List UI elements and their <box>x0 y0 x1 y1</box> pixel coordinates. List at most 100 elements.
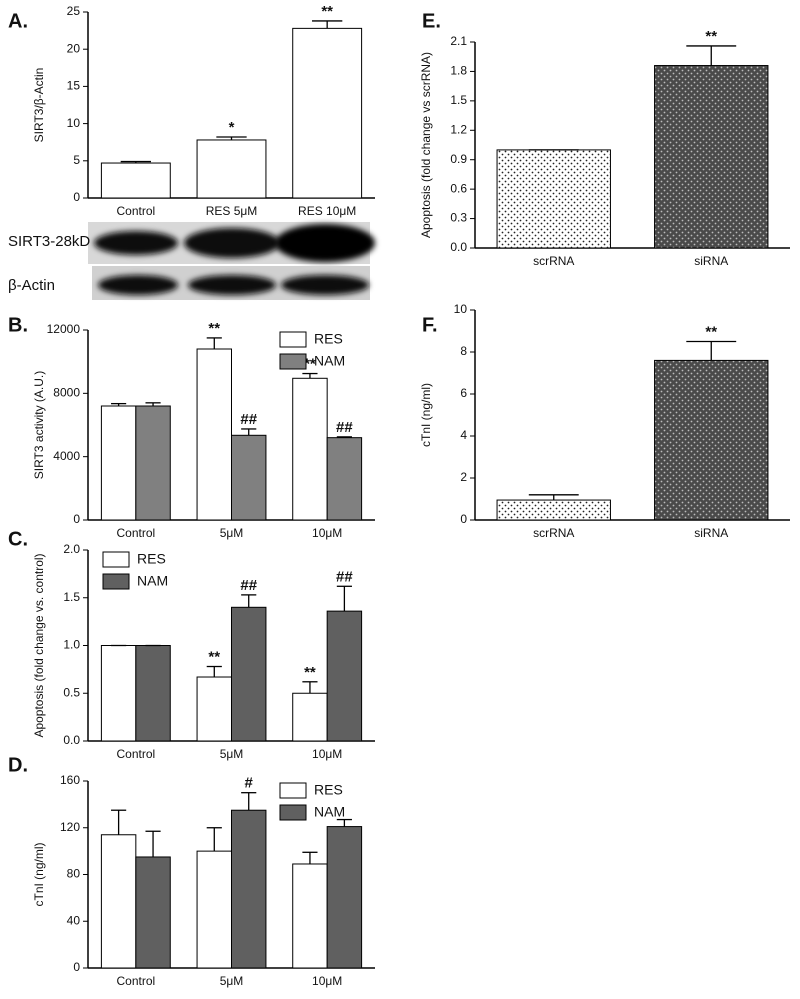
error-bar <box>206 337 222 349</box>
bar <box>100 834 137 969</box>
y-axis-label: cTnI (ng/ml) <box>32 842 46 906</box>
error-bar <box>241 594 257 608</box>
bar <box>100 162 171 199</box>
bar <box>196 139 267 199</box>
x-tick-label: Control <box>116 204 155 218</box>
bar <box>654 65 769 249</box>
legend-label: NAM <box>314 804 345 820</box>
x-tick-label: siRNA <box>694 254 728 268</box>
legend-label: RES <box>314 782 343 798</box>
error-bar <box>336 818 352 827</box>
bar <box>292 692 328 742</box>
x-tick-label: 5μM <box>220 974 244 988</box>
y-tick-label: 2.0 <box>63 542 80 556</box>
bar <box>231 809 267 969</box>
significance-label: ** <box>321 3 333 20</box>
y-tick-label: 0.6 <box>450 181 467 195</box>
y-tick-label: 10 <box>67 116 81 130</box>
significance-label: ## <box>240 411 257 428</box>
bar <box>326 437 363 521</box>
error-bar <box>686 340 737 361</box>
bar <box>135 856 171 969</box>
y-axis-label: cTnI (ng/ml) <box>419 383 433 447</box>
bar <box>292 863 328 969</box>
bar <box>196 850 232 969</box>
y-tick-label: 0 <box>460 512 467 526</box>
error-bar <box>336 585 352 612</box>
x-tick-label: Control <box>116 747 155 761</box>
error-bar <box>111 402 127 406</box>
x-tick-label: 5μM <box>220 526 244 540</box>
significance-label: ** <box>208 320 220 337</box>
y-axis-label: Apoptosis (fold change vs scrRNA) <box>419 52 433 238</box>
panel-label: E. <box>422 10 441 32</box>
bar <box>496 149 611 249</box>
legend-label: NAM <box>314 353 345 369</box>
y-tick-label: 0.5 <box>63 685 80 699</box>
bar <box>231 434 267 521</box>
significance-label: ** <box>705 323 717 340</box>
western-blot: SIRT3-28kD β-Actin <box>8 222 375 300</box>
y-tick-label: 1.2 <box>450 122 467 136</box>
x-tick-label: 10μM <box>312 747 342 761</box>
bar <box>196 676 232 742</box>
y-tick-label: 0 <box>73 190 80 204</box>
legend-swatch <box>102 573 130 590</box>
y-tick-label: 0.9 <box>450 152 467 166</box>
y-tick-label: 5 <box>73 153 80 167</box>
bar <box>196 348 232 521</box>
x-tick-label: 10μM <box>312 974 342 988</box>
blot-band <box>184 228 280 258</box>
error-bar <box>241 792 257 811</box>
legend-label: RES <box>137 551 166 567</box>
error-bar <box>336 436 352 438</box>
significance-label: ** <box>304 664 316 681</box>
error-bar <box>145 402 161 406</box>
legend-label: RES <box>314 331 343 347</box>
x-tick-label: scrRNA <box>533 526 574 540</box>
y-tick-label: 15 <box>67 79 81 93</box>
x-tick-label: Control <box>116 526 155 540</box>
error-bar <box>206 827 222 852</box>
error-bar <box>302 372 318 379</box>
blot-band <box>281 275 369 295</box>
error-bar <box>206 665 222 678</box>
y-tick-label: 2 <box>460 470 467 484</box>
bar <box>231 606 267 742</box>
legend-swatch <box>279 331 307 348</box>
blot-band <box>275 224 375 262</box>
x-tick-label: RES 10μM <box>298 204 356 218</box>
legend-label: NAM <box>137 573 168 589</box>
panel-label: C. <box>8 528 28 550</box>
legend-swatch <box>279 782 307 799</box>
x-tick-label: 10μM <box>312 526 342 540</box>
significance-label: ## <box>240 577 257 594</box>
panel-label: D. <box>8 754 28 776</box>
y-tick-label: 6 <box>460 386 467 400</box>
bar <box>326 826 363 969</box>
y-tick-label: 1.8 <box>450 64 467 78</box>
x-tick-label: 5μM <box>220 747 244 761</box>
panel-label: F. <box>422 314 438 336</box>
y-tick-label: 10 <box>454 302 468 316</box>
y-tick-label: 40 <box>67 913 81 927</box>
significance-label: ** <box>705 28 717 45</box>
y-axis-label: SIRT3 activity (A.U.) <box>32 371 46 479</box>
y-tick-label: 20 <box>67 41 81 55</box>
y-tick-label: 160 <box>60 773 80 787</box>
y-tick-label: 12000 <box>47 322 81 336</box>
x-tick-label: siRNA <box>694 526 728 540</box>
y-axis-label: SIRT3/β-Actin <box>32 68 46 143</box>
y-tick-label: 4 <box>460 428 467 442</box>
error-bar <box>686 45 737 66</box>
error-bar <box>302 681 318 694</box>
y-tick-label: 2.1 <box>450 34 467 48</box>
bar <box>496 499 611 521</box>
error-bar <box>216 136 247 140</box>
y-tick-label: 4000 <box>53 449 80 463</box>
error-bar <box>241 428 257 436</box>
blot-band <box>94 231 178 255</box>
significance-label: ## <box>336 568 353 585</box>
error-bar <box>120 160 151 164</box>
